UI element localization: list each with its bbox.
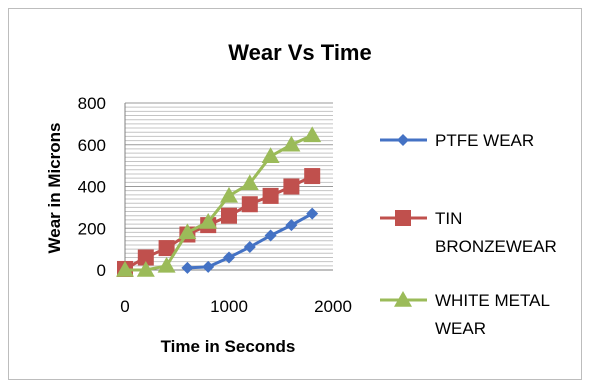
y-tick-label: 0 [97,261,106,280]
data-point-tin-bronzewear [221,207,237,224]
data-point-ptfe-wear [223,251,235,264]
chart-title: Wear Vs Time [228,40,371,65]
legend-marker-ptfe-wear [397,134,409,146]
data-point-ptfe-wear [243,241,256,254]
data-point-white-metal-wear [136,261,155,277]
data-point-white-metal-wear [303,126,322,143]
data-point-white-metal-wear [199,212,218,229]
series-white-metal-wear [116,126,322,277]
data-point-tin-bronzewear [241,196,258,213]
legend-item-white-metal-wear: WHITE METAL WEAR [380,291,550,338]
data-point-white-metal-wear [240,174,259,191]
data-point-white-metal-wear [116,261,134,277]
series-ptfe-wear [181,207,319,274]
legend-item-ptfe-wear: PTFE WEAR [380,131,534,150]
x-axis-title: Time in Seconds [161,337,296,356]
legend: PTFE WEAR TIN BRONZEWEAR WHITE METAL WEAR [380,131,557,338]
x-tick-label: 0 [120,297,129,316]
data-point-ptfe-wear [181,261,194,274]
y-tick-label: 200 [78,219,106,238]
x-tick-label: 1000 [210,297,248,316]
legend-label: WEAR [435,319,486,338]
data-point-ptfe-wear [306,207,319,220]
data-point-tin-bronzewear [137,249,154,266]
x-tick-label: 2000 [314,297,352,316]
y-axis-title: Wear in Microns [45,123,64,254]
legend-label: BRONZEWEAR [435,237,557,256]
gridlines [125,102,333,271]
data-point-white-metal-wear [282,135,301,152]
data-point-ptfe-wear [202,260,215,273]
data-point-tin-bronzewear [283,178,300,195]
data-point-tin-bronzewear [304,168,321,185]
series-line-tin-bronzewear [124,174,313,271]
x-tick-labels: 0 1000 2000 [120,297,352,316]
data-point-tin-bronzewear [158,240,175,257]
data-point-tin-bronzewear [262,187,279,204]
y-tick-labels: 0 200 400 600 800 [78,94,106,280]
legend-label: TIN [435,209,462,228]
data-point-ptfe-wear [285,219,298,232]
legend-marker-white-metal-wear [394,291,412,307]
data-point-white-metal-wear [220,186,238,203]
data-point-ptfe-wear [264,229,277,242]
legend-marker-tin-bronzewear [395,210,411,226]
data-point-white-metal-wear [261,147,280,163]
data-point-white-metal-wear [157,256,176,273]
y-tick-label: 600 [78,136,106,155]
y-tick-label: 800 [78,94,106,113]
series-line-white-metal-wear [125,133,313,272]
legend-label: WHITE METAL [435,291,550,310]
legend-item-tin-bronzewear: TIN BRONZEWEAR [380,209,557,256]
data-point-white-metal-wear [178,223,197,240]
legend-label: PTFE WEAR [435,131,534,150]
y-tick-label: 400 [78,178,106,197]
series-group [116,126,322,277]
